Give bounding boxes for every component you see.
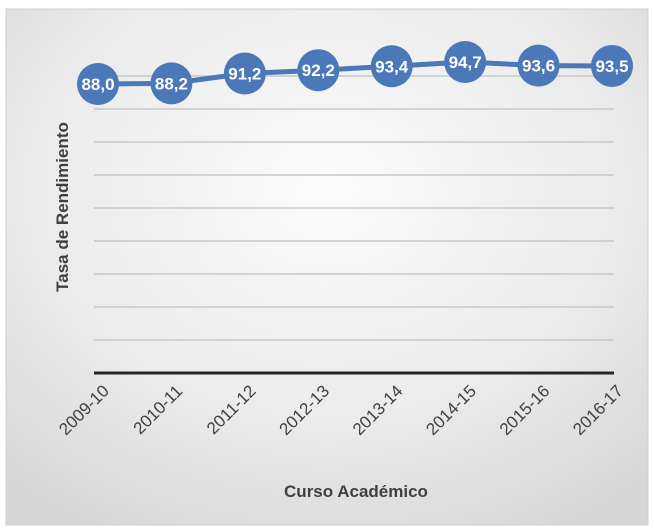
data-label: 94,7: [449, 53, 482, 72]
data-point: [150, 62, 193, 105]
data-point: [444, 41, 487, 83]
data-point: [370, 45, 413, 88]
data-label: 93,5: [595, 57, 628, 76]
data-point: [297, 49, 340, 92]
data-point: [223, 52, 266, 95]
series-group: 88,0 88,2 91,2 92,2 93,4 94,7 93,6 93,5: [77, 41, 633, 105]
data-label: 93,6: [522, 57, 555, 76]
data-point: [77, 63, 119, 105]
data-label: 93,4: [375, 57, 409, 76]
data-label: 91,2: [228, 64, 261, 83]
data-point: [517, 44, 560, 87]
data-label: 88,0: [81, 75, 114, 94]
y-axis-title: Tasa de Rendimiento: [53, 122, 72, 292]
data-label: 92,2: [302, 61, 335, 80]
data-point: [591, 44, 633, 87]
x-axis-title: Curso Académico: [284, 482, 428, 501]
data-label: 88,2: [155, 74, 188, 93]
